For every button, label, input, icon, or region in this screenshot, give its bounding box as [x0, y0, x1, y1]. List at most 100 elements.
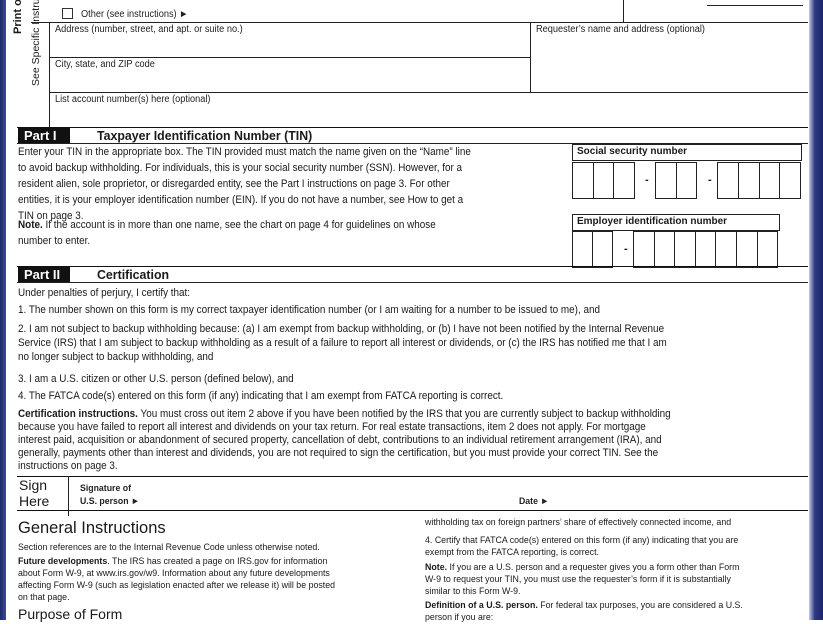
purpose-of-form-title: Purpose of Form: [18, 606, 123, 622]
text-line: person if you are:: [425, 612, 494, 624]
date-label: Date ►: [519, 496, 550, 507]
digit-box[interactable]: [653, 231, 676, 268]
divider: [17, 127, 808, 128]
text-line: exempt from the FATCA reporting, is corr…: [425, 547, 599, 559]
text-line-body: about Form W-9, at www.irs.gov/w9. Infor…: [18, 568, 330, 579]
text-line-body: because you have failed to report all in…: [18, 421, 646, 433]
digit-box[interactable]: [592, 162, 615, 199]
account-label: List account number(s) here (optional): [55, 94, 211, 105]
dash-separator: -: [645, 173, 649, 186]
divider: [17, 510, 808, 511]
text-line: similar to this Form W-9.: [425, 586, 520, 598]
text-line-bold: Certification instructions.: [18, 408, 138, 420]
divider: [17, 266, 808, 267]
text-line: W-9 to request your TIN, you must use th…: [425, 574, 731, 586]
text-line: Certification instructions. You must cro…: [18, 408, 671, 420]
divider: [17, 282, 808, 283]
digit-box[interactable]: [756, 231, 779, 268]
text-line: 4. The FATCA code(s) entered on this for…: [18, 390, 503, 402]
account-field[interactable]: [50, 106, 807, 126]
text-line: no longer subject to backup withholding,…: [18, 351, 213, 363]
here-label: Here: [19, 493, 50, 509]
part2-tag: Part II: [18, 267, 70, 282]
text-line: Under penalties of perjury, I certify th…: [18, 287, 190, 299]
part1-tag: Part I: [18, 128, 70, 143]
text-line-body: Section references are to the Internal R…: [18, 542, 320, 553]
digit-box[interactable]: [758, 162, 781, 199]
ein-label: Employer identification number: [572, 214, 780, 231]
text-line-bold: Definition of a U.S. person.: [425, 600, 538, 611]
text-line-body: Under penalties of perjury, I certify th…: [18, 287, 191, 299]
city-field[interactable]: [50, 71, 529, 91]
text-line-body: If you are a U.S. person and a requester…: [447, 562, 740, 573]
text-line: 3. I am a U.S. citizen or other U.S. per…: [18, 373, 294, 385]
text-line-body: W-9 to request your TIN, you must use th…: [425, 574, 731, 585]
text-line: interest paid, acquisition or abandonmen…: [18, 434, 662, 446]
digit-box[interactable]: [736, 231, 758, 268]
text-line: generally, payments other than interest …: [18, 447, 658, 459]
digit-box[interactable]: [715, 231, 737, 268]
exemption-field-line[interactable]: [707, 5, 803, 6]
text-line-body: withholding tax on foreign partners’ sha…: [425, 517, 732, 528]
text-line-body: If the account is in more than one name,…: [42, 219, 436, 231]
digit-box[interactable]: [675, 162, 697, 199]
digit-box[interactable]: [572, 162, 594, 199]
text-line-body: affecting Form W-9 (such as legislation …: [18, 580, 336, 591]
side-label-see-instructions: See Specific Instructions: [30, 0, 42, 86]
divider: [68, 476, 69, 516]
text-line-bold: Note.: [18, 219, 43, 231]
text-line-body: TIN on page 3.: [18, 210, 84, 222]
text-line: Enter your TIN in the appropriate box. T…: [18, 146, 471, 158]
digit-box[interactable]: [613, 162, 636, 199]
divider: [17, 476, 808, 477]
divider: [49, 92, 808, 93]
digit-box[interactable]: [717, 162, 739, 199]
digit-box[interactable]: [655, 162, 677, 199]
signature-field[interactable]: [150, 478, 510, 508]
divider: [49, 22, 50, 127]
divider: [31, 22, 808, 23]
text-line-body: person if you are:: [425, 612, 494, 623]
digit-box[interactable]: [737, 162, 760, 199]
address-field[interactable]: [50, 36, 529, 56]
requester-field[interactable]: [531, 36, 807, 91]
text-line: affecting Form W-9 (such as legislation …: [18, 580, 336, 592]
digit-box[interactable]: [674, 231, 696, 268]
digit-box[interactable]: [572, 231, 593, 268]
ssn-label: Social security number: [572, 144, 802, 161]
text-line-body: 4. The FATCA code(s) entered on this for…: [18, 390, 504, 402]
text-line: instructions on page 3.: [18, 460, 118, 472]
text-line: 4. Certify that FATCA code(s) entered on…: [425, 535, 738, 547]
text-line: resident alien, sole proprietor, or disr…: [18, 178, 450, 190]
digit-box[interactable]: [592, 231, 613, 268]
text-line-body: interest paid, acquisition or abandonmen…: [18, 434, 662, 446]
text-line: TIN on page 3.: [18, 210, 84, 222]
window-border-left: [0, 0, 6, 620]
text-line: Definition of a U.S. person. For federal…: [425, 600, 743, 612]
text-line: entities, it is your employer identifica…: [18, 194, 463, 206]
date-field[interactable]: [555, 478, 805, 508]
text-line: because you have failed to report all in…: [18, 421, 646, 433]
divider: [530, 22, 531, 92]
divider: [623, 0, 624, 22]
text-line-body: no longer subject to backup withholding,…: [18, 351, 214, 363]
text-line: withholding tax on foreign partners’ sha…: [425, 517, 732, 529]
divider: [17, 143, 808, 144]
text-line: 1. The number shown on this form is my c…: [18, 304, 600, 316]
text-line: on that page.: [18, 592, 70, 604]
window-border-right: [809, 0, 823, 620]
text-line-body: on that page.: [18, 592, 70, 603]
divider: [50, 57, 530, 58]
text-line-bold: Note.: [425, 562, 448, 573]
other-checkbox[interactable]: [62, 8, 73, 19]
text-line: Note. If the account is in more than one…: [18, 219, 436, 231]
general-instructions-title: General Instructions: [18, 519, 166, 537]
text-line-body: You must cross out item 2 above if you h…: [137, 408, 671, 420]
text-line-body: 1. The number shown on this form is my c…: [18, 304, 600, 316]
text-line-body: number to enter.: [18, 235, 91, 247]
text-line-body: 3. I am a U.S. citizen or other U.S. per…: [18, 373, 294, 385]
digit-box[interactable]: [633, 231, 655, 268]
dash-separator: -: [624, 242, 628, 255]
digit-box[interactable]: [779, 162, 802, 199]
digit-box[interactable]: [694, 231, 717, 268]
